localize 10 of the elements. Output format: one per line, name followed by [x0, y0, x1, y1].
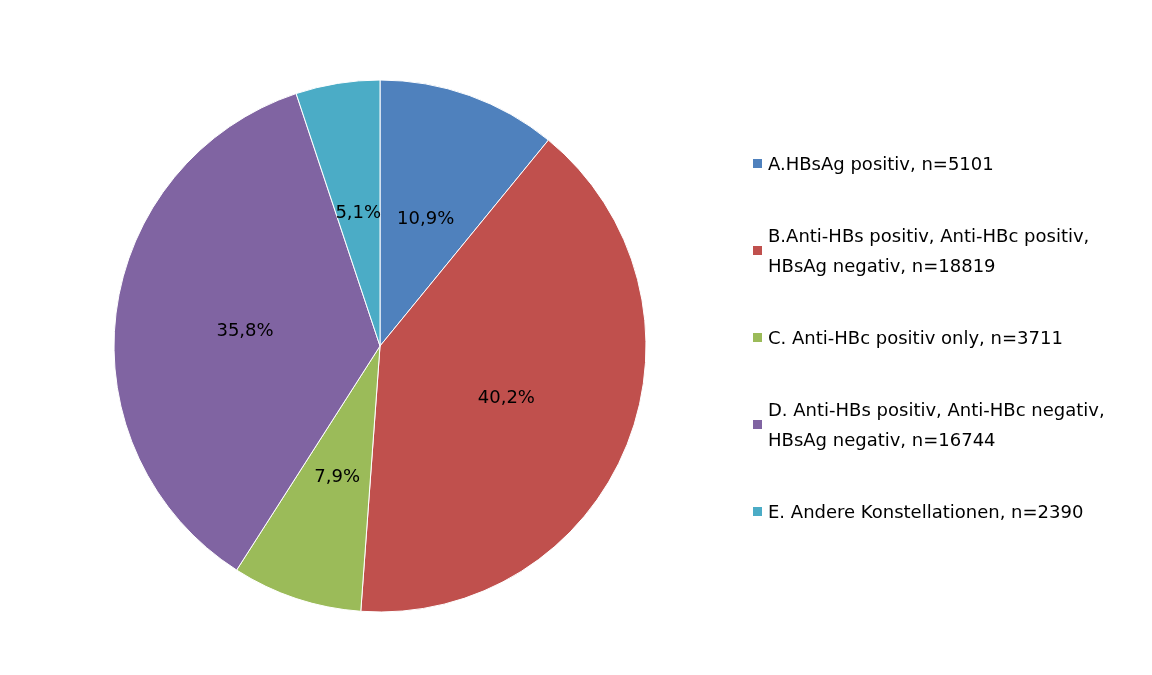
data-label: 10,9%: [397, 207, 455, 229]
data-label: 7,9%: [314, 464, 360, 486]
legend-label: D. Anti-HBs positiv, Anti-HBc negativ, HBsAg negativ, n=16744: [768, 399, 1111, 450]
data-label: 40,2%: [477, 385, 535, 407]
legend-label: E. Andere Konstellationen, n=2390: [768, 501, 1084, 522]
legend-label: C. Anti-HBc positiv only, n=3711: [768, 327, 1063, 348]
legend-label: B.Anti-HBs positiv, Anti-HBc positiv, HBsAg negativ, n=18819: [768, 225, 1096, 276]
data-label: 5,1%: [335, 201, 382, 223]
legend-label: A.HBsAg positiv, n=5101: [768, 153, 994, 174]
data-label: 35,8%: [216, 318, 274, 340]
